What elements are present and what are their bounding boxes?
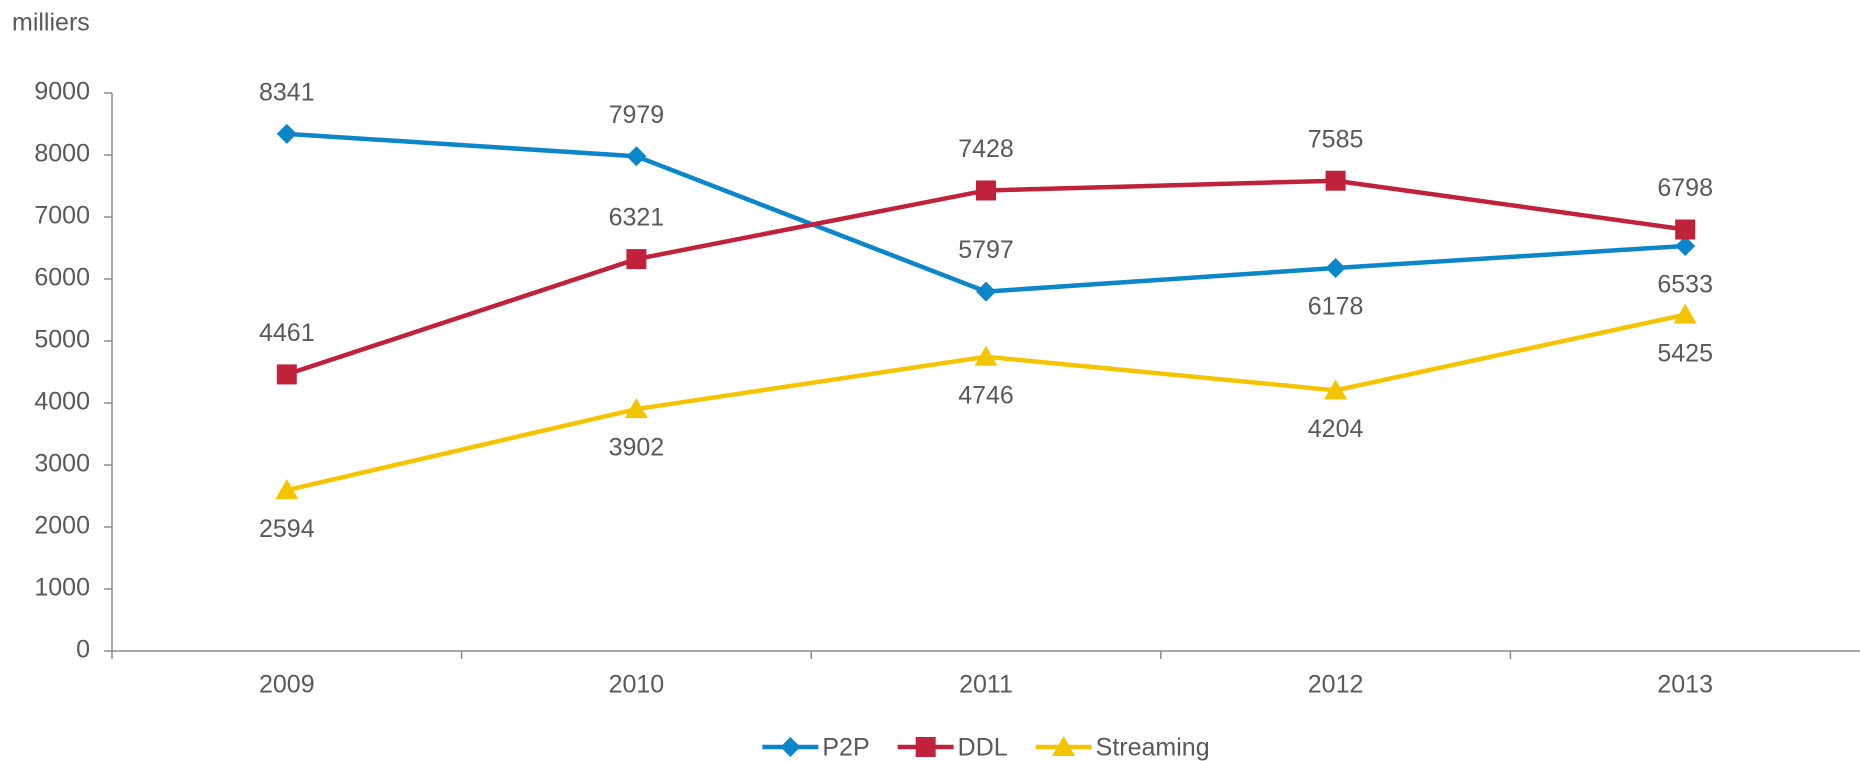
data-label: 4461 xyxy=(259,319,315,347)
y-tick-label: 9000 xyxy=(34,78,90,106)
y-tick-label: 6000 xyxy=(34,264,90,292)
marker xyxy=(780,737,801,757)
marker xyxy=(1675,235,1696,256)
x-tick-label: 2011 xyxy=(959,671,1013,699)
marker xyxy=(624,398,648,419)
y-tick-label: 0 xyxy=(76,636,90,664)
x-tick-label: 2012 xyxy=(1308,671,1364,699)
data-label: 7979 xyxy=(609,101,665,129)
y-tick-label: 1000 xyxy=(34,574,90,602)
data-label: 6798 xyxy=(1657,174,1713,202)
data-label: 6321 xyxy=(609,204,665,232)
y-tick-label: 5000 xyxy=(34,326,90,354)
data-label: 6533 xyxy=(1657,271,1713,299)
marker xyxy=(976,180,996,201)
marker xyxy=(626,249,647,270)
marker xyxy=(626,146,647,167)
legend-label: Streaming xyxy=(1096,734,1210,761)
legend: P2P DDL Streaming xyxy=(762,734,1210,761)
marker xyxy=(276,364,297,385)
marker xyxy=(1325,170,1346,191)
y-tick-label: 3000 xyxy=(34,450,90,478)
data-label: 8341 xyxy=(259,78,315,106)
marker xyxy=(974,345,998,366)
y-tick-label: 8000 xyxy=(34,140,90,168)
series-line xyxy=(286,178,1686,377)
marker xyxy=(1052,736,1076,756)
y-tick-label: 7000 xyxy=(34,202,90,230)
legend-item: P2P xyxy=(762,734,870,761)
marker xyxy=(1675,219,1696,240)
legend-item: Streaming xyxy=(1035,734,1210,761)
data-label: 4204 xyxy=(1308,415,1364,443)
marker xyxy=(976,281,996,302)
legend-label: DDL xyxy=(958,734,1008,761)
marker xyxy=(1673,303,1697,324)
data-label: 7585 xyxy=(1308,125,1364,153)
y-axis-label: milliers xyxy=(12,9,90,37)
legend-item: DDL xyxy=(897,734,1008,761)
marker xyxy=(915,737,936,757)
data-label: 6178 xyxy=(1308,293,1364,321)
x-tick-label: 2013 xyxy=(1657,671,1713,699)
x-tick-label: 2009 xyxy=(259,671,315,699)
data-label: 3902 xyxy=(609,434,665,462)
marker xyxy=(1324,379,1348,400)
marker xyxy=(1325,257,1346,278)
data-label: 2594 xyxy=(259,515,315,543)
x-tick-label: 2010 xyxy=(609,671,665,699)
data-label: 4746 xyxy=(958,381,1014,409)
marker xyxy=(276,123,297,144)
y-tick-label: 4000 xyxy=(34,388,90,416)
y-tick-label: 2000 xyxy=(34,512,90,540)
marker xyxy=(275,479,299,500)
data-label: 5797 xyxy=(958,236,1014,264)
data-label: 7428 xyxy=(958,135,1014,163)
legend-label: P2P xyxy=(822,734,869,761)
data-label: 5425 xyxy=(1657,339,1713,367)
